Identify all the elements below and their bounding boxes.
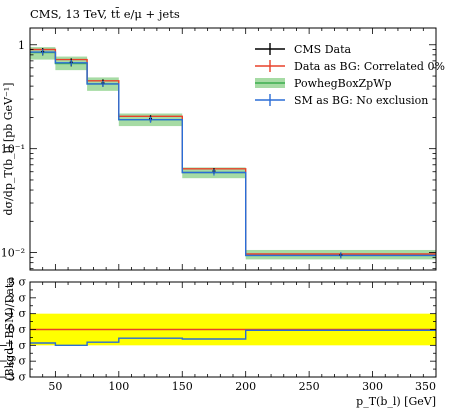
ratio-axis-title: (Bkgd+BSM)/Data [3,277,16,381]
ratio-y-tick-label: 0 σ [8,323,26,336]
x-tick-label: 250 [299,380,320,393]
ratio-y-tick-label: −1 σ [0,339,26,352]
y-tick-label: 10⁻² [1,247,25,260]
ratio-y-tick-label: 1 σ [8,307,26,320]
x-axis-title: p_T(b_l) [GeV] [356,395,436,408]
x-tick-label: 50 [48,380,62,393]
legend: CMS Data Data as BG: Correlated 0% Powhe… [255,43,445,107]
ratio-plot: 50 100 150 200 250 300 350 3 σ 2 σ 1 σ 0 σ −1 σ −2 … [0,276,437,393]
ratio-axis-title-group: (Bkgd+BSM)/Data [3,277,16,381]
x-tick-label: 300 [362,380,383,393]
legend-label-powheg: PowhegBoxZpWp [294,77,392,90]
legend-label-sm-as-bg: SM as BG: No exclusion [294,94,428,107]
legend-item-powheg: PowhegBoxZpWp [255,77,392,90]
legend-label-cms-data: CMS Data [294,43,352,56]
legend-item-sm-as-bg: SM as BG: No exclusion [255,94,428,107]
chart-title: CMS, 13 TeV, tt̄ e/μ + jets [30,7,180,21]
x-tick-label: 150 [172,380,193,393]
x-tick-label: 350 [415,380,436,393]
ratio-y-tick-label: 2 σ [8,291,26,304]
y-axis-title-group: dσ/dp_T(b_l) [pb GeV⁻¹] [2,83,15,216]
ratio-x-ticks: 50 100 150 200 250 300 350 [29,282,437,393]
series-lines [30,48,436,257]
ratio-y-tick-label: 3 σ [8,276,26,289]
series-line [30,51,436,257]
x-tick-label: 200 [235,380,256,393]
x-tick-label: 100 [108,380,129,393]
y-axis-title: dσ/dp_T(b_l) [pb GeV⁻¹] [2,83,15,216]
main-y-ticks: 1 10⁻¹ 10⁻² [1,39,436,270]
ratio-y-ticks: 3 σ 2 σ 1 σ 0 σ −1 σ −2 σ −3 σ [0,276,436,384]
ratio-y-tick-label: −2 σ [0,355,26,368]
ratio-lines [30,328,436,346]
y-tick-label: 1 [18,39,25,52]
ratio-line [30,329,436,346]
ratio-y-tick-label: −3 σ [0,371,26,384]
data-points [41,48,343,259]
y-tick-label: 10⁻¹ [1,143,25,156]
main-x-ticks [29,28,437,270]
main-plot: 1 10⁻¹ 10⁻² [1,27,437,271]
legend-label-data-as-bg: Data as BG: Correlated 0% [294,60,445,73]
legend-item-cms-data: CMS Data [255,43,352,56]
legend-item-data-as-bg: Data as BG: Correlated 0% [255,60,445,73]
